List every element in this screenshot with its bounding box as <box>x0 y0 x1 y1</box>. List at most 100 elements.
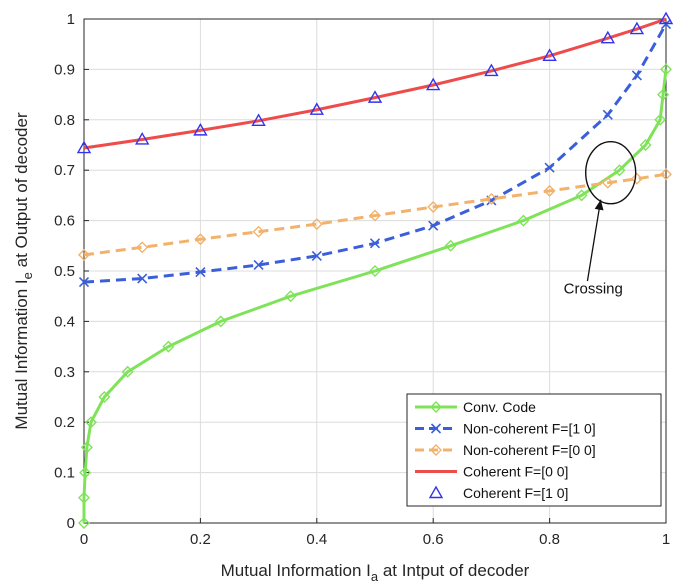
data-point <box>654 113 667 126</box>
x-axis-label-sub: a <box>371 569 379 584</box>
series-group <box>76 11 674 529</box>
data-point <box>629 21 645 35</box>
data-point <box>631 70 642 81</box>
data-point <box>134 132 150 145</box>
y-tick-label: 0.9 <box>54 61 75 78</box>
x-tick-label: 0 <box>80 531 88 548</box>
legend-label: Non-coherent F=[0 0] <box>463 442 596 458</box>
x-tick-label: 0.8 <box>539 531 560 548</box>
data-point <box>251 113 266 127</box>
legend-entry: Non-coherent F=[0 0] <box>415 442 596 458</box>
series-4 <box>76 11 674 154</box>
legend-entry: Conv. Code <box>415 399 536 415</box>
data-point <box>602 109 613 120</box>
data-point <box>425 77 441 91</box>
data-point <box>79 466 92 479</box>
series-line-3 <box>83 17 667 150</box>
data-point <box>193 122 208 136</box>
data-point <box>253 259 264 271</box>
y-axis-label-main: Mutual Information I <box>12 279 31 429</box>
data-point <box>542 48 557 61</box>
legend-label: Non-coherent F=[1 0] <box>463 421 596 437</box>
y-tick-label: 0.5 <box>54 263 75 280</box>
series-0 <box>78 63 672 529</box>
data-point <box>544 162 555 173</box>
data-point <box>613 164 626 177</box>
data-point <box>367 90 383 103</box>
x-tick-label: 1 <box>662 531 670 548</box>
legend-marker <box>430 423 442 434</box>
series-3 <box>83 17 667 150</box>
series-line-1 <box>83 23 668 284</box>
tick-labels: 0 0.2 0.4 0.6 0.8 1 0 0.1 0.2 0.3 0.4 0.5 0.6 0.7 0.8 0… <box>54 11 670 548</box>
y-axis-label: Mutual Information Ie at Output of decod… <box>12 112 35 430</box>
data-point <box>136 241 149 254</box>
legend-label: Conv. Code <box>463 399 536 415</box>
data-point <box>78 277 90 288</box>
data-point <box>78 248 90 261</box>
data-point <box>484 63 499 77</box>
annotation-label: Crossing <box>564 281 623 298</box>
data-point <box>601 176 614 189</box>
x-tick-label: 0.2 <box>190 531 211 548</box>
data-point <box>639 139 652 151</box>
data-point <box>309 102 325 115</box>
data-point <box>78 517 90 529</box>
y-axis-label-rest: at Output of decoder <box>12 112 31 272</box>
data-point <box>630 172 643 185</box>
legend-marker <box>430 444 442 456</box>
legend: Conv. Code Non-coherent F=[1 0] Non-cohere… <box>406 393 662 507</box>
annotation-arrow-head <box>594 199 604 211</box>
data-point <box>195 266 206 278</box>
y-tick-label: 0.4 <box>54 313 75 330</box>
y-tick-label: 1 <box>67 11 75 28</box>
data-point <box>369 265 381 277</box>
data-point <box>575 189 588 202</box>
data-point <box>84 416 97 429</box>
x-tick-label: 0.4 <box>306 531 327 548</box>
data-point <box>428 220 439 231</box>
legend-entry: Non-coherent F=[1 0] <box>415 421 596 437</box>
data-point <box>137 273 148 284</box>
legend-marker <box>428 485 444 499</box>
series-line-0 <box>82 69 668 523</box>
x-axis-label: Mutual Information Ia at Intput of decod… <box>221 561 530 584</box>
data-point <box>485 192 498 205</box>
data-point <box>427 201 440 213</box>
data-point <box>78 491 90 504</box>
legend-label: Coherent F=[0 0] <box>463 464 568 480</box>
legend-label: Coherent F=[1 0] <box>463 485 568 501</box>
y-tick-label: 0.6 <box>54 213 75 230</box>
data-point <box>660 63 672 76</box>
y-tick-label: 0.2 <box>54 414 75 431</box>
series-1 <box>78 18 672 288</box>
data-point <box>444 239 457 252</box>
series-2 <box>78 168 672 261</box>
data-point <box>517 214 530 227</box>
data-point <box>600 30 616 44</box>
data-point <box>121 365 134 378</box>
annotation-group: Crossing <box>564 141 637 298</box>
y-axis-label-sub: e <box>20 272 35 279</box>
data-point <box>252 225 265 238</box>
y-tick-label: 0.8 <box>54 112 75 129</box>
data-point <box>311 250 322 261</box>
data-point <box>310 218 323 231</box>
data-point <box>660 168 672 181</box>
data-point <box>543 184 556 197</box>
legend-entry: Coherent F=[0 0] <box>415 464 568 480</box>
data-point <box>657 88 670 101</box>
data-point <box>80 441 93 454</box>
data-point <box>162 340 175 353</box>
data-point <box>369 209 381 222</box>
y-tick-label: 0.1 <box>54 465 75 482</box>
data-point <box>194 233 207 246</box>
data-point <box>214 315 227 328</box>
y-tick-label: 0.7 <box>54 162 75 179</box>
x-tick-label: 0.6 <box>423 531 444 548</box>
y-tick-label: 0 <box>67 515 75 532</box>
data-point <box>658 11 674 25</box>
annotation-arrow-shaft <box>586 199 602 282</box>
data-point <box>369 238 381 249</box>
